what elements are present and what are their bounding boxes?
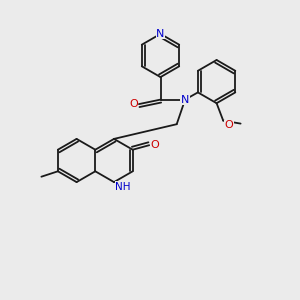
Text: NH: NH bbox=[116, 182, 131, 192]
Text: N: N bbox=[181, 94, 189, 105]
Text: O: O bbox=[150, 140, 159, 150]
Text: O: O bbox=[129, 99, 138, 109]
Text: N: N bbox=[156, 29, 165, 39]
Text: O: O bbox=[225, 120, 233, 130]
